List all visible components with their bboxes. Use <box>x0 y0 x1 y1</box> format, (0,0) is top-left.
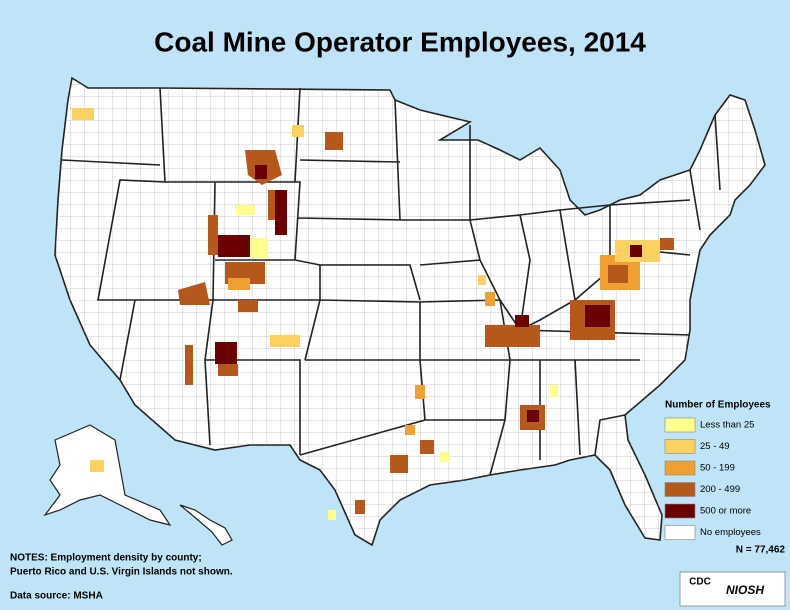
legend-label: 200 - 499 <box>700 484 740 495</box>
legend-swatch <box>664 503 696 519</box>
county-patch <box>485 292 495 306</box>
note: Puerto Rico and U.S. Virgin Islands not … <box>10 567 233 578</box>
county-patch <box>185 345 193 385</box>
legend-swatch <box>664 439 696 454</box>
county-patch <box>208 215 218 255</box>
county-patch <box>270 335 300 347</box>
county-patch <box>550 385 558 397</box>
data-source: Data source: MSHA <box>10 591 103 602</box>
legend-label: No employees <box>700 527 761 538</box>
legend-swatch <box>664 460 696 476</box>
county-patch <box>630 245 642 257</box>
county-patch <box>608 265 628 283</box>
legend-swatch <box>664 525 696 540</box>
county-patch <box>250 238 268 258</box>
county-patch <box>415 385 425 399</box>
county-patch <box>390 455 408 473</box>
legend-swatch <box>664 482 696 497</box>
legend-swatch <box>664 417 696 433</box>
county-patch <box>660 238 674 250</box>
county-patch <box>292 125 304 137</box>
legend-label: 25 - 49 <box>700 441 730 452</box>
total: N = 77,462 <box>736 545 786 556</box>
logos: CDC NIOSH <box>679 571 786 607</box>
county-patch <box>585 305 610 327</box>
logo-cdc: CDC <box>689 577 711 588</box>
legend-label: Less than 25 <box>700 420 754 431</box>
county-patch <box>235 205 255 215</box>
county-patch <box>218 364 238 376</box>
legend-label: 50 - 199 <box>700 463 735 474</box>
logo-box <box>679 571 786 607</box>
hawaii <box>179 504 233 546</box>
county-patch <box>515 315 529 327</box>
title: Coal Mine Operator Employees, 2014 <box>154 26 646 57</box>
legend-title: Number of Employees <box>665 400 771 411</box>
county-patch <box>325 132 343 150</box>
alaska <box>43 424 172 526</box>
county-patch <box>218 235 250 257</box>
logo-niosh: NIOSH <box>726 583 764 597</box>
county-patch <box>328 510 336 520</box>
county-patch <box>72 108 94 120</box>
alaska-hawaii <box>43 424 233 546</box>
note: NOTES: Employment density by county; <box>10 553 202 564</box>
county-patch <box>238 300 258 312</box>
county-patch <box>178 282 210 305</box>
county-patch <box>420 440 434 454</box>
county-patch <box>228 278 250 290</box>
county-patch <box>405 425 415 435</box>
county-patch <box>485 325 540 347</box>
coal-counties <box>72 108 674 520</box>
county-patch <box>268 190 275 220</box>
county-patch <box>355 500 365 514</box>
county-patch <box>90 460 104 472</box>
county-patch <box>215 342 237 364</box>
county-patch <box>440 452 450 462</box>
county-patch <box>527 410 539 422</box>
county-patch <box>275 190 287 235</box>
county-patch <box>255 165 267 179</box>
county-patch <box>478 275 486 285</box>
legend-label: 500 or more <box>700 506 751 517</box>
legend: Number of Employees Less than 25 25 - 49 5… <box>664 400 771 540</box>
